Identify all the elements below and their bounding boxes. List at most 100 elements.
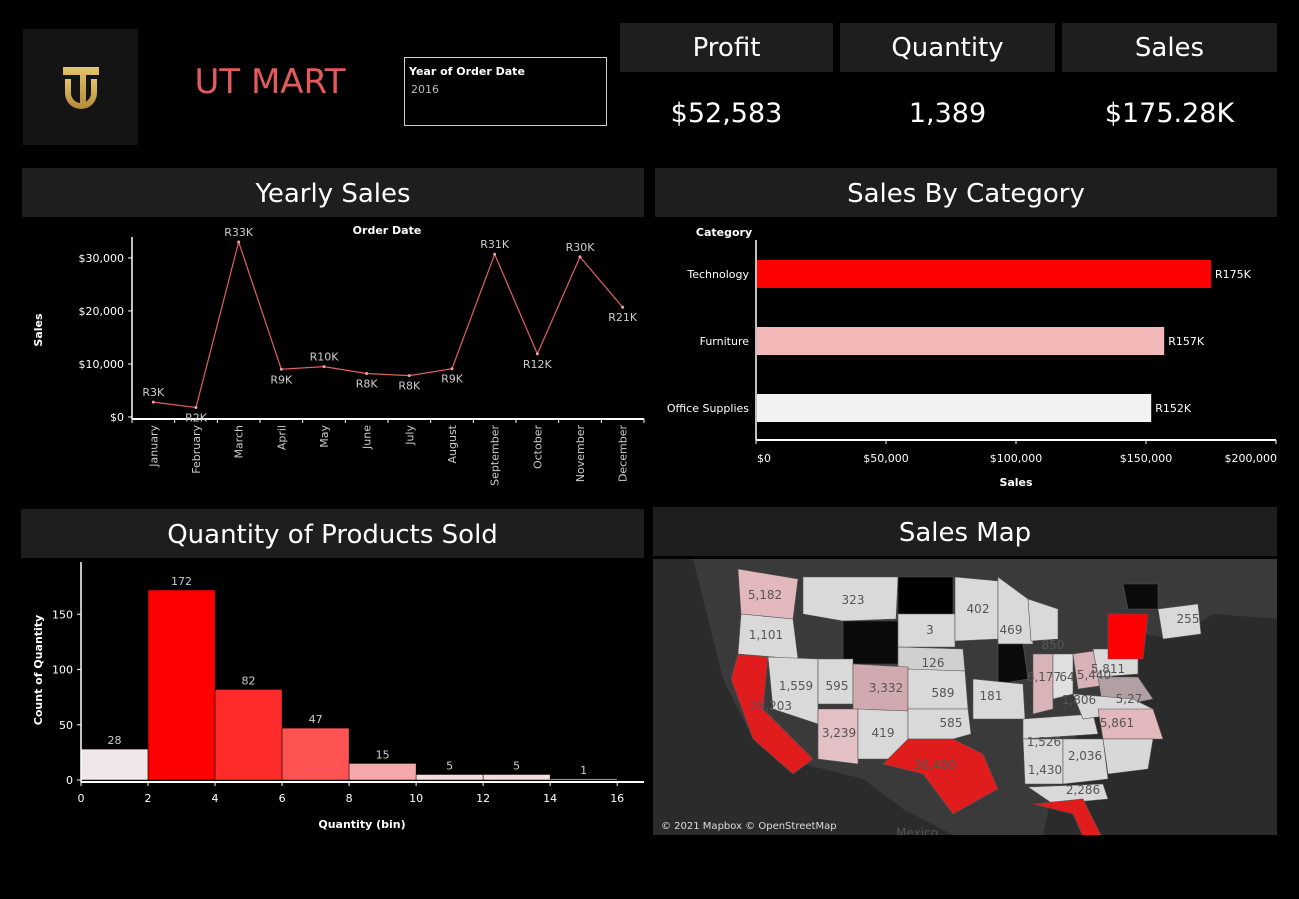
- map-state-region[interactable]: [997, 643, 1029, 685]
- line-point[interactable]: [322, 365, 326, 369]
- kpi-profit-value: $52,583: [670, 98, 783, 129]
- category-label: Office Supplies: [667, 402, 749, 415]
- x-tick-label: 4: [212, 792, 219, 805]
- map-region-label: 5,811: [1091, 662, 1125, 676]
- x-tick-label: 6: [279, 792, 286, 805]
- map-region-label: 3: [926, 623, 934, 637]
- line-point[interactable]: [493, 252, 497, 256]
- kpi-profit-label: Profit: [620, 23, 833, 72]
- category-bar[interactable]: [757, 394, 1152, 422]
- map-state-region[interactable]: [1157, 603, 1202, 640]
- line-point[interactable]: [194, 405, 198, 409]
- hist-bar[interactable]: [147, 589, 216, 781]
- map-state-region[interactable]: [1032, 653, 1054, 715]
- map-state-region[interactable]: [842, 620, 899, 665]
- map-region-label: 5,182: [748, 588, 782, 602]
- category-header: Category: [696, 226, 752, 239]
- map-region-label: 1,430: [1028, 763, 1062, 777]
- x-tick-label: $100,000: [990, 452, 1043, 465]
- sales-line[interactable]: [153, 239, 624, 409]
- map-credit: © 2021 Mapbox © OpenStreetMap: [661, 821, 837, 832]
- filter-value[interactable]: 2016: [411, 83, 439, 96]
- y-tick-label: 100: [52, 664, 73, 677]
- map-state-region[interactable]: [1062, 738, 1109, 785]
- map-region-label: 419: [872, 726, 895, 740]
- map-state-region[interactable]: [817, 708, 859, 765]
- line-point[interactable]: [621, 305, 625, 309]
- yearly-sales-chart[interactable]: Order Date Sales $0 $10,000 $20,000 $30,000 Ja…: [22, 220, 652, 500]
- map-state-region[interactable]: [907, 708, 972, 740]
- line-point[interactable]: [279, 367, 283, 371]
- category-bar[interactable]: [757, 260, 1211, 288]
- hist-data-label: 15: [376, 748, 390, 761]
- map-state-region[interactable]: [1122, 583, 1159, 610]
- map-region-label: 469: [1000, 623, 1023, 637]
- hist-bar[interactable]: [549, 778, 618, 781]
- map-state-region[interactable]: [1097, 708, 1164, 740]
- y-tick-label: $10,000: [79, 358, 125, 371]
- map-region-label: 64: [1059, 670, 1074, 684]
- x-tick-label: $200,000: [1225, 452, 1278, 465]
- map-state-region[interactable]: [897, 613, 956, 648]
- quantity-sold-header: Quantity of Products Sold: [21, 509, 644, 558]
- map-state-region[interactable]: [1022, 713, 1099, 740]
- map-state-region[interactable]: [1102, 738, 1154, 775]
- x-tick-label: November: [574, 425, 587, 483]
- hist-bar[interactable]: [214, 689, 283, 781]
- map-region-label: 255: [1177, 612, 1200, 626]
- map-region-label: 1,101: [749, 628, 783, 642]
- line-point[interactable]: [365, 372, 369, 376]
- map-state-region[interactable]: [897, 576, 954, 615]
- x-tick-label: May: [318, 425, 331, 448]
- map-region-label: 323: [842, 593, 865, 607]
- map-state-region[interactable]: [882, 738, 999, 815]
- line-point[interactable]: [535, 352, 539, 356]
- map-canvas[interactable]: 5,182 323 402 469 255 1,101 3 850 126 5,811 1,559 5…: [653, 559, 1277, 835]
- map-state-region[interactable]: [1032, 798, 1108, 835]
- map-state-region[interactable]: [1107, 613, 1149, 660]
- hist-data-label: 172: [171, 575, 192, 588]
- x-tick-label: $50,000: [863, 452, 909, 465]
- hist-bar[interactable]: [415, 774, 484, 781]
- line-point[interactable]: [450, 367, 454, 371]
- data-label: R9K: [441, 373, 464, 386]
- hist-xlabel: Quantity (bin): [318, 818, 405, 831]
- y-tick-label: $30,000: [79, 252, 125, 265]
- sales-by-category-chart[interactable]: Category Technology R175K Furniture R157K Off…: [655, 220, 1285, 500]
- line-point[interactable]: [407, 374, 411, 378]
- line-point[interactable]: [151, 400, 155, 404]
- map-region-label: 1,559: [779, 679, 813, 693]
- hist-bar[interactable]: [348, 763, 417, 781]
- hist-ylabel: Count of Quantity: [32, 615, 45, 725]
- bar-data-label: R152K: [1155, 402, 1192, 415]
- data-label: R9K: [270, 373, 293, 386]
- hist-data-label: 47: [309, 713, 323, 726]
- line-point[interactable]: [237, 240, 241, 244]
- filter-title: Year of Order Date: [409, 65, 525, 78]
- x-tick-label: 14: [543, 792, 557, 805]
- data-label: R21K: [608, 311, 638, 324]
- hist-bar[interactable]: [482, 774, 551, 781]
- hist-bar[interactable]: [80, 748, 149, 781]
- map-state-region[interactable]: [1027, 598, 1059, 642]
- hist-data-label: 82: [242, 674, 256, 687]
- kpi-quantity-label: Quantity: [840, 23, 1055, 72]
- category-bar[interactable]: [757, 327, 1165, 355]
- data-label: R3K: [142, 386, 165, 399]
- map-state-region[interactable]: [1027, 783, 1109, 805]
- sales-map[interactable]: 5,182 323 402 469 255 1,101 3 850 126 5,811 1,559 5…: [653, 559, 1277, 835]
- map-region-label: 5,27: [1116, 692, 1143, 706]
- hist-data-label: 28: [108, 734, 122, 747]
- year-filter[interactable]: Year of Order Date 2016: [404, 57, 607, 126]
- hist-bar[interactable]: [281, 727, 350, 781]
- data-label: R30K: [566, 241, 596, 254]
- line-point[interactable]: [578, 255, 582, 259]
- x-tick-label: April: [275, 425, 288, 450]
- sales-map-header: Sales Map: [653, 507, 1277, 556]
- map-state-region[interactable]: [997, 576, 1034, 645]
- map-state-region[interactable]: [730, 653, 814, 775]
- x-tick-label: 16: [610, 792, 624, 805]
- map-region-label: 1,806: [1062, 693, 1096, 707]
- map-state-region[interactable]: [802, 576, 899, 622]
